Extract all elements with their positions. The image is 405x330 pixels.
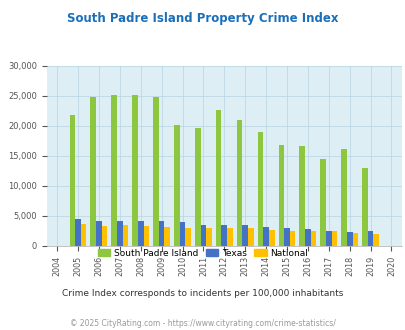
Bar xyxy=(352,233,357,246)
Bar xyxy=(194,128,200,246)
Bar xyxy=(117,221,122,246)
Bar xyxy=(310,231,315,246)
Bar xyxy=(361,168,367,246)
Bar xyxy=(164,227,170,246)
Bar xyxy=(236,120,242,246)
Legend: South Padre Island, Texas, National: South Padre Island, Texas, National xyxy=(94,245,311,261)
Bar xyxy=(200,225,206,246)
Bar xyxy=(81,224,86,246)
Bar xyxy=(367,231,373,246)
Bar xyxy=(90,97,96,246)
Bar xyxy=(242,225,247,246)
Bar xyxy=(153,97,158,246)
Bar xyxy=(257,132,262,246)
Bar xyxy=(221,225,226,246)
Bar xyxy=(331,231,337,246)
Bar xyxy=(138,221,143,246)
Bar xyxy=(346,232,352,246)
Text: South Padre Island Property Crime Index: South Padre Island Property Crime Index xyxy=(67,12,338,24)
Bar xyxy=(289,231,295,246)
Bar xyxy=(132,95,138,246)
Bar xyxy=(262,227,268,246)
Bar xyxy=(325,231,331,246)
Bar xyxy=(215,110,221,246)
Bar xyxy=(111,95,117,246)
Bar xyxy=(284,228,289,246)
Bar xyxy=(278,145,284,246)
Bar xyxy=(179,222,185,246)
Bar xyxy=(340,149,346,246)
Bar xyxy=(247,228,253,246)
Bar xyxy=(304,229,310,246)
Bar xyxy=(226,228,232,246)
Bar xyxy=(69,115,75,246)
Bar xyxy=(102,226,107,246)
Bar xyxy=(143,226,149,246)
Text: Crime Index corresponds to incidents per 100,000 inhabitants: Crime Index corresponds to incidents per… xyxy=(62,289,343,298)
Bar xyxy=(174,125,179,246)
Bar xyxy=(96,221,102,246)
Bar xyxy=(158,221,164,246)
Bar xyxy=(206,228,211,246)
Bar xyxy=(122,225,128,246)
Text: © 2025 CityRating.com - https://www.cityrating.com/crime-statistics/: © 2025 CityRating.com - https://www.city… xyxy=(70,319,335,328)
Bar xyxy=(299,146,304,246)
Bar xyxy=(373,234,378,246)
Bar xyxy=(185,228,190,246)
Bar xyxy=(268,230,274,246)
Bar xyxy=(320,159,325,246)
Bar xyxy=(75,219,81,246)
